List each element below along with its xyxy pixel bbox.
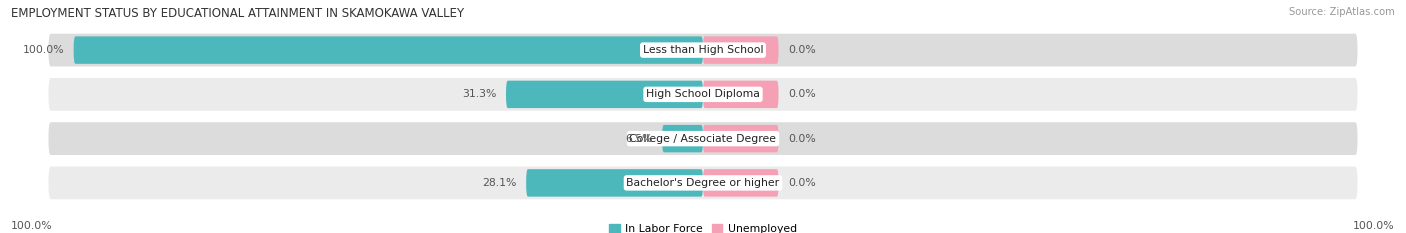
FancyBboxPatch shape — [506, 81, 703, 108]
Text: 100.0%: 100.0% — [11, 221, 53, 231]
Text: 100.0%: 100.0% — [1353, 221, 1395, 231]
Text: Source: ZipAtlas.com: Source: ZipAtlas.com — [1289, 7, 1395, 17]
FancyBboxPatch shape — [703, 125, 779, 152]
Text: College / Associate Degree: College / Associate Degree — [630, 134, 776, 144]
Text: 6.5%: 6.5% — [626, 134, 652, 144]
Text: High School Diploma: High School Diploma — [647, 89, 759, 99]
Text: 31.3%: 31.3% — [463, 89, 496, 99]
FancyBboxPatch shape — [48, 78, 1358, 111]
FancyBboxPatch shape — [73, 36, 703, 64]
FancyBboxPatch shape — [526, 169, 703, 197]
FancyBboxPatch shape — [703, 81, 779, 108]
Text: 0.0%: 0.0% — [787, 45, 815, 55]
Text: 28.1%: 28.1% — [482, 178, 517, 188]
Text: 100.0%: 100.0% — [22, 45, 65, 55]
FancyBboxPatch shape — [703, 169, 779, 197]
Text: Less than High School: Less than High School — [643, 45, 763, 55]
Text: EMPLOYMENT STATUS BY EDUCATIONAL ATTAINMENT IN SKAMOKAWA VALLEY: EMPLOYMENT STATUS BY EDUCATIONAL ATTAINM… — [11, 7, 464, 20]
FancyBboxPatch shape — [48, 122, 1358, 155]
Text: 0.0%: 0.0% — [787, 134, 815, 144]
Text: Bachelor's Degree or higher: Bachelor's Degree or higher — [627, 178, 779, 188]
Legend: In Labor Force, Unemployed: In Labor Force, Unemployed — [605, 220, 801, 233]
Text: 0.0%: 0.0% — [787, 178, 815, 188]
FancyBboxPatch shape — [662, 125, 703, 152]
FancyBboxPatch shape — [48, 167, 1358, 199]
FancyBboxPatch shape — [703, 36, 779, 64]
FancyBboxPatch shape — [48, 34, 1358, 66]
Text: 0.0%: 0.0% — [787, 89, 815, 99]
